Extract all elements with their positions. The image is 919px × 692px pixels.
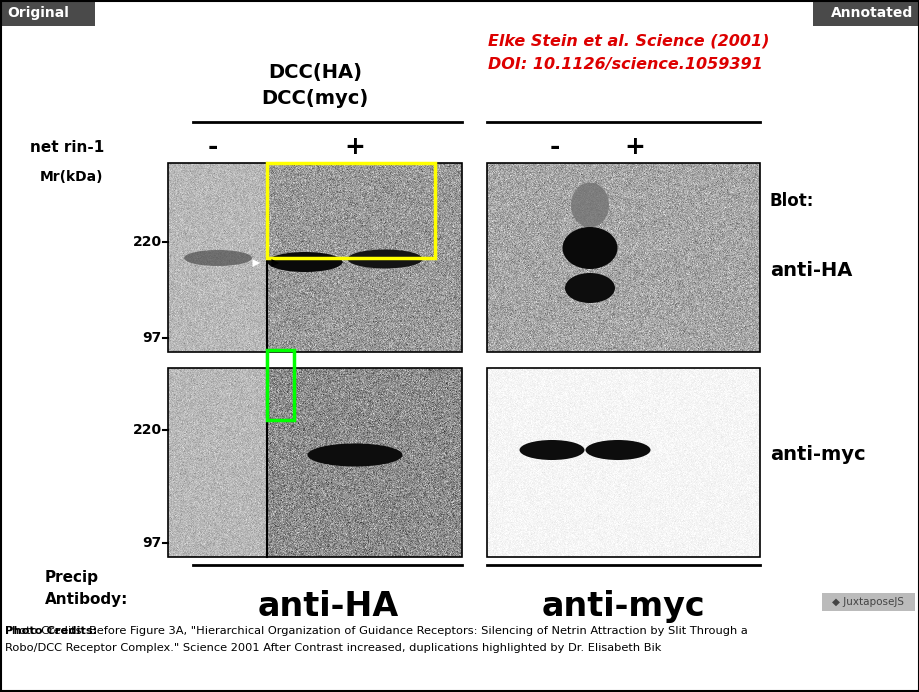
Text: Antibody:: Antibody: [45,592,129,607]
Text: +: + [624,135,645,159]
Text: DOI: 10.1126/science.1059391: DOI: 10.1126/science.1059391 [487,57,762,72]
Text: Annotated: Annotated [830,6,912,20]
Text: anti-HA: anti-HA [257,590,398,623]
Bar [486,368,759,557]
Bar [812,0,919,26]
Text: 220: 220 [132,423,162,437]
Text: net rin-1: net rin-1 [30,140,104,154]
Ellipse shape [307,444,403,466]
Text: Original: Original [7,6,69,20]
Text: 97: 97 [142,536,162,550]
Text: anti-myc: anti-myc [769,446,865,464]
Text: Photo Credits: Before Figure 3A, "Hierarchical Organization of Guidance Receptor: Photo Credits: Before Figure 3A, "Hierar… [5,626,747,636]
Ellipse shape [267,252,342,272]
Text: ◆ JuxtaposeJS: ◆ JuxtaposeJS [831,597,903,607]
Bar [168,368,267,557]
Ellipse shape [519,440,584,460]
Ellipse shape [184,250,252,266]
Bar [168,163,267,352]
Bar [267,163,435,258]
Text: -: - [550,135,560,159]
Text: -: - [208,135,218,159]
Text: +: + [345,135,365,159]
Text: Robo/DCC Receptor Complex." Science 2001 After Contrast increased, duplications : Robo/DCC Receptor Complex." Science 2001… [5,643,661,653]
Bar [486,163,759,352]
Text: anti-myc: anti-myc [540,590,704,623]
Ellipse shape [571,183,608,228]
Text: DCC(myc): DCC(myc) [261,89,369,108]
Text: DCC(HA): DCC(HA) [267,63,361,82]
Bar [267,163,461,352]
Bar [821,593,914,611]
Bar [267,368,461,557]
Text: 97: 97 [142,331,162,345]
Bar [267,350,294,420]
Ellipse shape [347,250,422,268]
Bar [0,0,95,26]
Text: Blot:: Blot: [769,192,813,210]
Text: Precip: Precip [45,570,99,585]
Text: anti-HA: anti-HA [769,260,851,280]
Ellipse shape [584,440,650,460]
Ellipse shape [564,273,614,303]
Text: Elke Stein et al. Science (2001): Elke Stein et al. Science (2001) [487,33,768,48]
Text: Mr(kDa): Mr(kDa) [40,170,104,184]
Text: 220: 220 [132,235,162,249]
Ellipse shape [562,227,617,269]
Text: Photo Credits:: Photo Credits: [5,626,101,636]
